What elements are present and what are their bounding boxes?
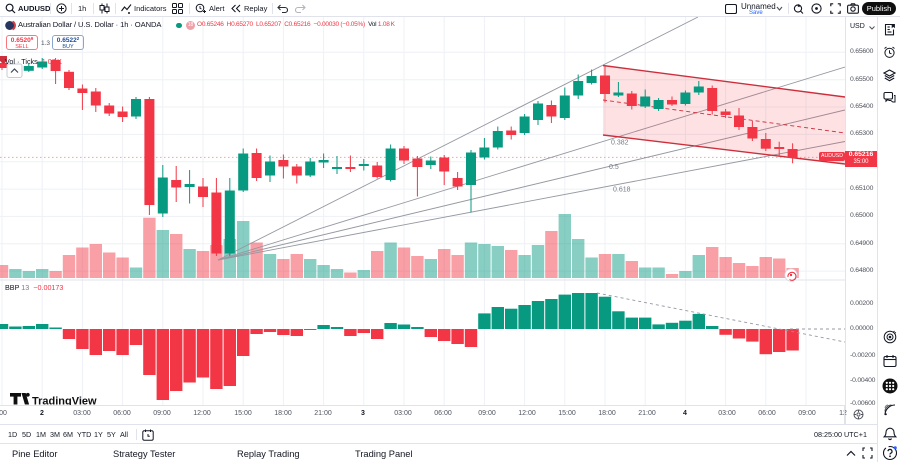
svg-text:0.618: 0.618 — [613, 187, 631, 194]
svg-text:0.5: 0.5 — [609, 164, 619, 171]
svg-text:TradingView: TradingView — [32, 396, 97, 407]
svg-text:0.382: 0.382 — [611, 140, 629, 147]
